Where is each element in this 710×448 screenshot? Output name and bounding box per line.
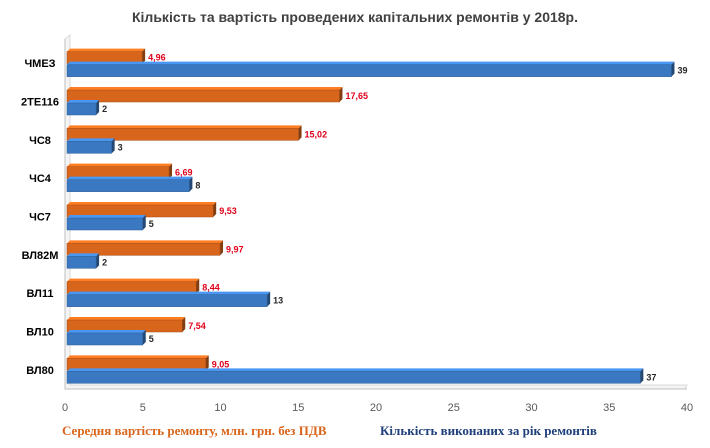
category-label: ЧС8 bbox=[29, 135, 51, 147]
cost-bar-top bbox=[67, 48, 146, 52]
count-bar-top bbox=[67, 100, 100, 103]
category-label: ВЛ11 bbox=[26, 288, 53, 300]
cost-bar-top bbox=[67, 202, 217, 205]
x-tick-label: 25 bbox=[448, 402, 460, 414]
count-bar-top bbox=[67, 291, 271, 295]
category-label: ВЛ80 bbox=[26, 365, 54, 377]
cost-bar-top bbox=[67, 355, 209, 359]
x-tick-label: 0 bbox=[62, 402, 68, 414]
cost-bar-side bbox=[213, 202, 217, 217]
axis-layer bbox=[64, 33, 688, 390]
count-bar bbox=[66, 294, 268, 307]
count-bar-top bbox=[67, 368, 644, 372]
category-label: ЧС4 bbox=[29, 173, 52, 185]
count-bar-top bbox=[67, 330, 146, 333]
category-label: ВЛ10 bbox=[26, 327, 54, 339]
cost-bar-top bbox=[67, 125, 302, 129]
cost-bar-top bbox=[67, 240, 224, 244]
legend-entry-count: Кількість виконаних за рік ремонтів bbox=[380, 423, 597, 438]
x-tick-label: 40 bbox=[681, 402, 693, 414]
category-label: 2ТЕ116 bbox=[21, 97, 59, 109]
cost-bar bbox=[66, 89, 340, 103]
cost-data-label: 8,44 bbox=[202, 283, 220, 293]
count-bar bbox=[66, 179, 190, 192]
cost-bar bbox=[66, 128, 299, 141]
count-bar-side bbox=[189, 176, 193, 192]
count-bar-side bbox=[111, 138, 115, 154]
cost-bar-side bbox=[169, 163, 173, 179]
x-tick-label: 30 bbox=[525, 402, 537, 414]
cost-bar-side bbox=[220, 240, 224, 256]
cost-bar-side bbox=[196, 278, 200, 294]
category-label: ЧС7 bbox=[29, 212, 51, 224]
count-bar bbox=[66, 141, 112, 154]
count-data-label: 2 bbox=[102, 257, 107, 267]
count-bar-side bbox=[142, 330, 146, 345]
count-bar bbox=[66, 64, 672, 77]
legend-entry-cost: Середня вартість ремонту, млн. грн. без … bbox=[62, 423, 327, 438]
cost-data-label: 15,02 bbox=[305, 129, 328, 139]
labels-layer: 0 5 10 15 20 25 30 35 40ЧМЕЗ4,96392ТЕ11617,652ЧС… bbox=[21, 53, 693, 414]
x-tick-label: 20 bbox=[370, 402, 382, 414]
count-bar bbox=[66, 371, 641, 384]
x-tick-label: 35 bbox=[603, 402, 615, 414]
cost-bar-side bbox=[339, 87, 343, 102]
count-bar-top bbox=[67, 138, 115, 142]
count-bar-top bbox=[67, 253, 100, 257]
legend: Середня вартість ремонту, млн. грн. без … bbox=[62, 423, 597, 438]
count-data-label: 37 bbox=[646, 372, 656, 382]
count-bar bbox=[66, 217, 143, 231]
count-bar bbox=[66, 256, 97, 269]
cost-data-label: 9,97 bbox=[226, 244, 244, 254]
count-bar-top bbox=[67, 61, 675, 65]
count-data-label: 8 bbox=[195, 181, 200, 191]
count-bar-side bbox=[96, 253, 100, 269]
count-bar-side bbox=[96, 100, 100, 115]
count-bar bbox=[66, 102, 97, 116]
cost-bar-top bbox=[67, 87, 343, 90]
cost-bar-side bbox=[205, 355, 209, 371]
count-data-label: 39 bbox=[677, 66, 687, 76]
cost-data-label: 9,05 bbox=[212, 359, 230, 369]
bars-layer bbox=[66, 48, 675, 384]
cost-bar-side bbox=[182, 317, 186, 332]
count-data-label: 2 bbox=[102, 104, 107, 114]
cost-bar-top bbox=[67, 163, 173, 167]
chart-title: Кількість та вартість проведених капітал… bbox=[132, 9, 578, 25]
count-data-label: 13 bbox=[273, 296, 283, 306]
count-bar-side bbox=[142, 215, 146, 230]
x-tick-label: 5 bbox=[140, 402, 146, 414]
cost-bar-side bbox=[142, 48, 146, 64]
cost-bar-top bbox=[67, 317, 186, 320]
cost-data-label: 17,65 bbox=[345, 91, 368, 101]
cost-bar-top bbox=[67, 278, 200, 282]
count-data-label: 3 bbox=[118, 142, 123, 152]
cost-bar-side bbox=[298, 125, 302, 141]
x-tick-label: 10 bbox=[214, 402, 226, 414]
x-tick-label: 15 bbox=[292, 402, 304, 414]
count-bar-top bbox=[67, 176, 193, 180]
cost-data-label: 7,54 bbox=[188, 321, 206, 331]
cost-bar bbox=[66, 243, 221, 256]
cost-data-label: 4,96 bbox=[148, 53, 166, 63]
count-bar-side bbox=[267, 291, 271, 307]
category-label: ВЛ82М bbox=[22, 250, 59, 262]
count-data-label: 5 bbox=[149, 219, 154, 229]
count-bar-top bbox=[67, 215, 146, 218]
count-bar bbox=[66, 332, 143, 346]
count-bar-side bbox=[640, 368, 644, 384]
cost-data-label: 6,69 bbox=[175, 168, 193, 178]
count-data-label: 5 bbox=[149, 334, 154, 344]
count-bar-side bbox=[671, 61, 675, 77]
cost-data-label: 9,53 bbox=[219, 206, 237, 216]
category-label: ЧМЕЗ bbox=[24, 58, 55, 70]
